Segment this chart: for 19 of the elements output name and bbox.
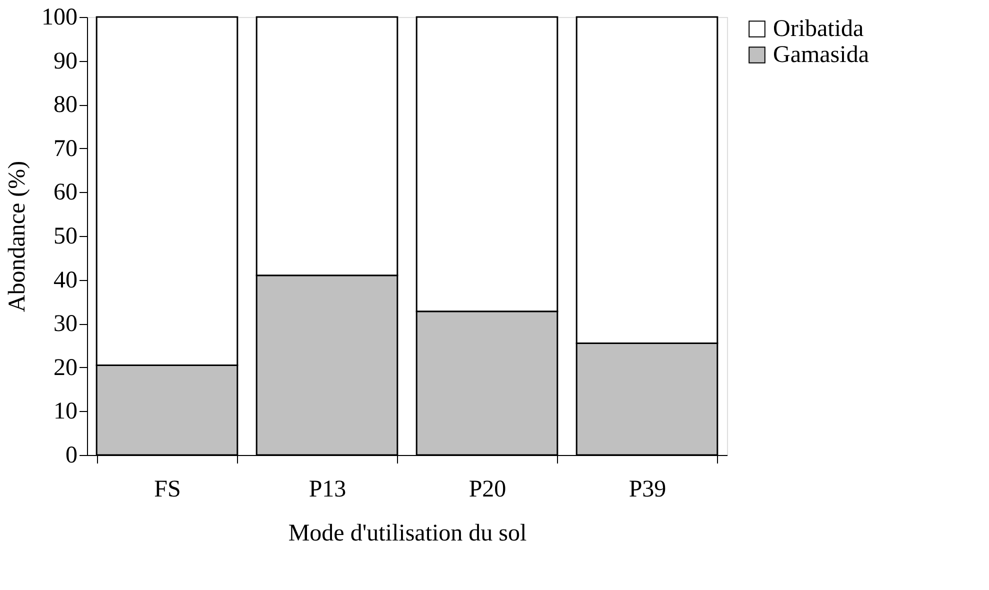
x-axis-title: Mode d'utilisation du sol: [288, 520, 527, 546]
x-tick-label: P13: [308, 476, 346, 502]
legend-label: Oribatida: [773, 16, 864, 42]
legend-label: Gamasida: [773, 42, 870, 68]
x-tick-label: FS: [154, 476, 181, 502]
y-tick-label: 10: [54, 398, 78, 425]
y-tick-label: 90: [54, 48, 78, 74]
y-tick-label: 20: [54, 354, 78, 381]
y-tick-label: 70: [54, 136, 78, 162]
y-tick-label: 40: [54, 267, 78, 294]
x-tick-label: P39: [628, 476, 666, 502]
y-tick-label: 60: [54, 180, 78, 206]
y-tick-label: 30: [54, 311, 78, 338]
y-tick-label: 80: [54, 92, 78, 118]
x-tick-label: P20: [468, 476, 506, 502]
y-tick-label: 100: [42, 4, 78, 30]
y-tick-label: 50: [54, 224, 78, 250]
y-tick-label: 0: [66, 442, 78, 468]
y-axis-title: Abondance (%): [4, 160, 30, 312]
